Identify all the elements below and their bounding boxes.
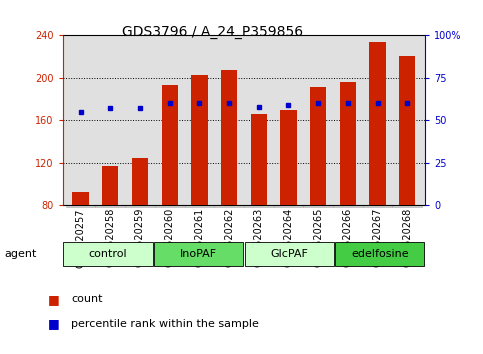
Bar (102, 166, 118, 290)
Bar (221, 70, 237, 290)
Text: agent: agent (5, 249, 37, 259)
Bar (280, 110, 297, 290)
Bar (72, 192, 89, 290)
FancyBboxPatch shape (66, 205, 96, 207)
Text: edelfosine: edelfosine (351, 249, 409, 259)
Bar (399, 56, 415, 290)
FancyBboxPatch shape (154, 242, 243, 266)
Text: ■: ■ (48, 318, 60, 330)
FancyBboxPatch shape (273, 205, 303, 207)
Bar (310, 87, 327, 290)
Bar (132, 158, 148, 290)
Bar (191, 75, 208, 290)
Bar (161, 85, 178, 290)
Text: InoPAF: InoPAF (180, 249, 217, 259)
FancyBboxPatch shape (214, 205, 244, 207)
FancyBboxPatch shape (155, 205, 185, 207)
FancyBboxPatch shape (363, 205, 392, 207)
Text: control: control (89, 249, 128, 259)
Bar (369, 42, 386, 290)
Text: GDS3796 / A_24_P359856: GDS3796 / A_24_P359856 (122, 25, 303, 39)
Text: percentile rank within the sample: percentile rank within the sample (71, 319, 259, 329)
FancyBboxPatch shape (244, 242, 334, 266)
Text: ■: ■ (48, 293, 60, 306)
FancyBboxPatch shape (335, 242, 425, 266)
Bar (251, 114, 267, 290)
Bar (340, 82, 356, 290)
FancyBboxPatch shape (185, 205, 214, 207)
Text: GlcPAF: GlcPAF (270, 249, 308, 259)
FancyBboxPatch shape (392, 205, 422, 207)
FancyBboxPatch shape (333, 205, 363, 207)
FancyBboxPatch shape (303, 205, 333, 207)
FancyBboxPatch shape (96, 205, 125, 207)
Text: count: count (71, 294, 103, 304)
FancyBboxPatch shape (125, 205, 155, 207)
FancyBboxPatch shape (244, 205, 273, 207)
FancyBboxPatch shape (63, 242, 153, 266)
